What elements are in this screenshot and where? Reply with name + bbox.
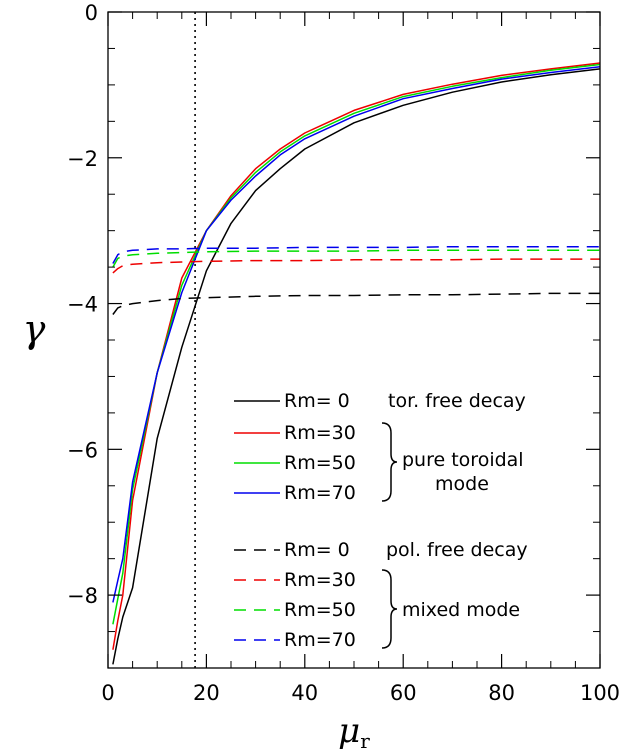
tick-labels: 0 20 40 60 80 100 0 −2 −4 −6 −8 — [67, 1, 620, 705]
series-line-toroidal-Rm30 — [112, 62, 600, 650]
legend: Rm= 0 Rm=30 Rm=50 Rm=70 Rm= 0 Rm=30 Rm=50 Rm=70… — [234, 390, 528, 651]
series-line-toroidal-Rm0 — [112, 68, 600, 665]
legend-brace — [381, 569, 398, 649]
legend-brace-label-toroidal: pure toroidal — [402, 449, 524, 471]
series-line-toroidal-Rm70 — [112, 65, 600, 603]
legend-label: Rm=30 — [284, 422, 356, 444]
y-tick-label: −6 — [67, 438, 98, 462]
tick-marks — [107, 11, 601, 669]
y-tick-label: 0 — [85, 1, 98, 25]
x-tick-label: 40 — [291, 681, 318, 705]
x-tick-label: 20 — [193, 681, 220, 705]
y-tick-label: −8 — [67, 584, 98, 608]
x-tick-label: 100 — [580, 681, 620, 705]
x-axis-label: μr — [338, 711, 370, 753]
x-tick-label: 0 — [101, 681, 114, 705]
x-axis-symbol: μ — [338, 711, 360, 751]
y-tick-label: −4 — [67, 293, 98, 317]
series-line-toroidal-Rm50 — [112, 63, 600, 625]
legend-label: Rm=30 — [284, 569, 356, 591]
legend-label: Rm= 0 — [284, 390, 350, 412]
series-layer — [112, 62, 600, 665]
legend-brace-label-mixed: mixed mode — [402, 599, 520, 621]
y-axis-label: γ — [23, 307, 46, 351]
series-line-poloidal-Rm30 — [112, 258, 600, 274]
legend-label: Rm= 0 — [284, 539, 350, 561]
legend-label: Rm=50 — [284, 452, 356, 474]
legend-label: Rm=70 — [284, 482, 356, 504]
series-line-poloidal-Rm50 — [112, 249, 600, 268]
x-tick-label: 60 — [390, 681, 417, 705]
legend-brace — [381, 422, 398, 502]
x-axis-subscript: r — [360, 729, 370, 753]
legend-note-toroidal: tor. free decay — [388, 390, 526, 412]
series-line-poloidal-Rm0 — [112, 292, 600, 315]
legend-note-poloidal: pol. free decay — [386, 539, 528, 561]
legend-brace-label-toroidal-2: mode — [435, 473, 489, 495]
y-tick-label: −2 — [67, 147, 98, 171]
legend-label: Rm=50 — [284, 599, 356, 621]
legend-label: Rm=70 — [284, 629, 356, 651]
series-line-poloidal-Rm70 — [112, 245, 600, 264]
x-tick-label: 80 — [488, 681, 515, 705]
